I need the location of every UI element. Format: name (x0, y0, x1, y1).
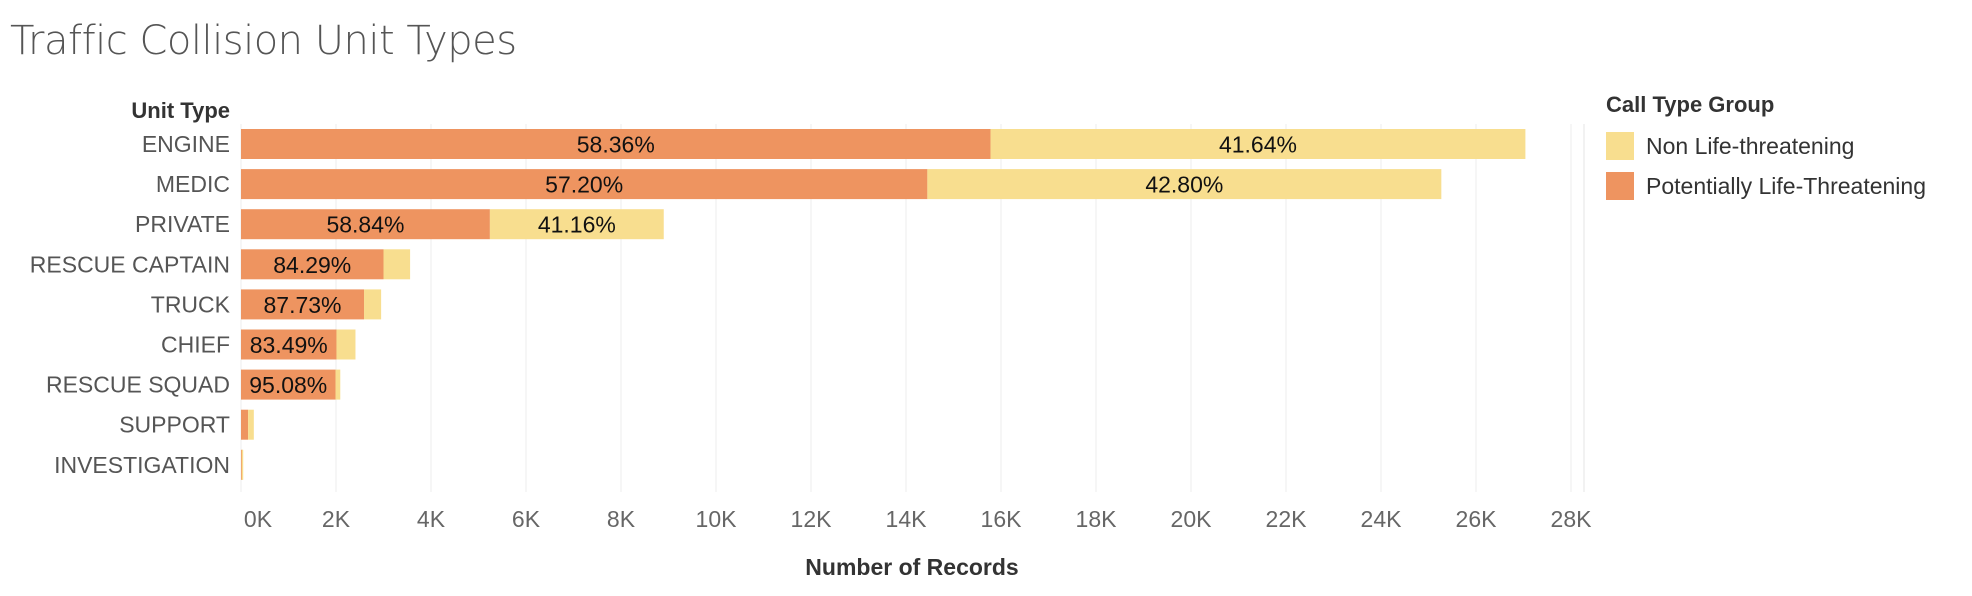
data-label: 57.20% (545, 172, 623, 198)
data-label: 42.80% (1145, 172, 1223, 198)
x-tick-label: 6K (512, 506, 541, 532)
x-tick-label: 12K (791, 506, 833, 532)
x-tick-label: 22K (1266, 506, 1308, 532)
x-tick-label: 0K (244, 506, 273, 532)
x-tick-label: 14K (886, 506, 928, 532)
row-header: Unit Type (131, 98, 230, 123)
bar-non-life-threatening (489, 209, 664, 240)
bar-non-life-threatening (364, 289, 382, 320)
x-tick-label: 2K (322, 506, 351, 532)
category-label: ENGINE (142, 131, 230, 157)
x-tick-label: 4K (417, 506, 446, 532)
x-tick-label: 10K (696, 506, 738, 532)
chart-title: Traffic Collision Unit Types (10, 18, 517, 64)
legend: Call Type Group Non Life-threatening Pot… (1606, 92, 1926, 206)
x-tick-label: 28K (1551, 506, 1593, 532)
legend-swatch-non-life-threatening (1606, 132, 1634, 160)
bar-non-life-threatening (383, 249, 411, 280)
data-label: 87.73% (264, 292, 342, 318)
legend-item-non-life-threatening[interactable]: Non Life-threatening (1606, 126, 1926, 166)
bar-non-life-threatening (927, 169, 1442, 200)
bar-potentially-life-threatening (241, 249, 384, 280)
x-tick-label: 18K (1076, 506, 1118, 532)
bar-potentially-life-threatening (241, 209, 490, 240)
data-label: 41.64% (1219, 132, 1297, 158)
x-tick-label: 24K (1361, 506, 1403, 532)
data-label: 83.49% (250, 332, 328, 358)
data-label: 84.29% (273, 252, 351, 278)
data-label: 95.08% (249, 372, 327, 398)
bar-non-life-threatening (990, 129, 1526, 159)
category-label: RESCUE CAPTAIN (30, 251, 230, 277)
bar-potentially-life-threatening (241, 289, 365, 320)
category-label: RESCUE SQUAD (46, 372, 230, 398)
bar-potentially-life-threatening (241, 129, 991, 159)
bar-potentially-life-threatening (241, 169, 928, 200)
bar-potentially-life-threatening (241, 369, 336, 400)
category-label: TRUCK (151, 291, 231, 317)
bar-potentially-life-threatening (241, 409, 249, 440)
legend-title: Call Type Group (1606, 92, 1775, 117)
category-label: CHIEF (161, 332, 230, 358)
legend-item-potentially-life-threatening[interactable]: Potentially Life-Threatening (1606, 166, 1926, 206)
legend-label: Non Life-threatening (1646, 132, 1855, 159)
bar-non-life-threatening (241, 449, 244, 480)
category-label: INVESTIGATION (54, 452, 230, 478)
bar-non-life-threatening (248, 409, 254, 440)
bar-non-life-threatening (336, 329, 356, 360)
x-tick-label: 8K (607, 506, 636, 532)
x-axis-title: Number of Records (805, 554, 1018, 580)
data-label: 58.36% (577, 132, 655, 158)
data-label: 58.84% (326, 212, 404, 238)
x-tick-label: 26K (1456, 506, 1498, 532)
bar-non-life-threatening (335, 369, 341, 400)
legend-swatch-potentially-life-threatening (1606, 172, 1634, 200)
x-tick-label: 20K (1171, 506, 1213, 532)
bar-potentially-life-threatening (241, 329, 337, 360)
data-label: 41.16% (538, 212, 616, 238)
category-label: SUPPORT (119, 412, 230, 438)
category-label: PRIVATE (135, 211, 230, 237)
category-label: MEDIC (156, 171, 230, 197)
x-tick-label: 16K (981, 506, 1023, 532)
legend-label: Potentially Life-Threatening (1646, 172, 1926, 199)
